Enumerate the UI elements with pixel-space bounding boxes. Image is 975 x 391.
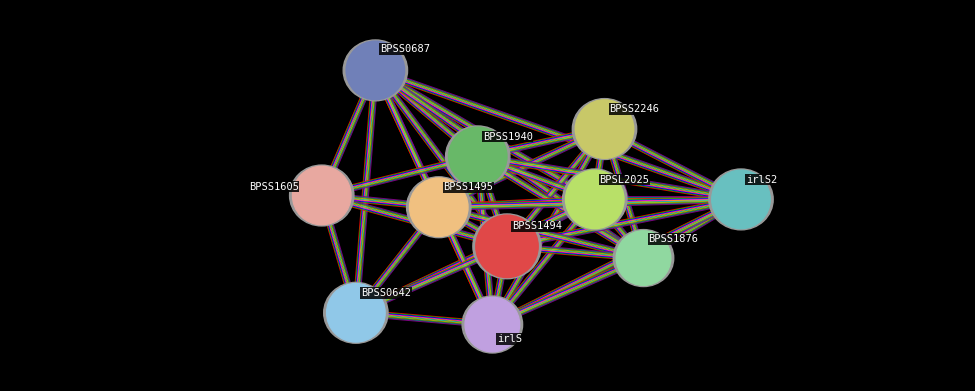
Ellipse shape (343, 40, 408, 101)
Ellipse shape (613, 230, 674, 287)
Ellipse shape (572, 99, 637, 160)
Ellipse shape (476, 215, 538, 278)
Text: BPSS1494: BPSS1494 (512, 221, 562, 231)
Text: irlS2: irlS2 (746, 174, 777, 185)
Ellipse shape (575, 100, 634, 158)
Ellipse shape (566, 170, 624, 229)
Text: BPSS0687: BPSS0687 (380, 44, 430, 54)
Text: irlS: irlS (497, 334, 523, 344)
Text: BPSS1876: BPSS1876 (648, 234, 698, 244)
Text: BPSS2246: BPSS2246 (609, 104, 659, 114)
Ellipse shape (290, 165, 354, 226)
Text: BPSL2025: BPSL2025 (600, 174, 649, 185)
Ellipse shape (446, 126, 510, 187)
Text: BPSS1605: BPSS1605 (249, 181, 298, 192)
Ellipse shape (465, 297, 520, 352)
Ellipse shape (462, 296, 523, 353)
Ellipse shape (709, 169, 773, 230)
Text: BPSS1940: BPSS1940 (483, 131, 532, 142)
Ellipse shape (712, 170, 770, 229)
Ellipse shape (292, 166, 351, 225)
Ellipse shape (448, 127, 507, 186)
Ellipse shape (563, 169, 627, 230)
Ellipse shape (407, 177, 471, 238)
Ellipse shape (327, 283, 385, 342)
Text: BPSS0642: BPSS0642 (361, 288, 410, 298)
Ellipse shape (346, 41, 405, 100)
Ellipse shape (473, 214, 541, 279)
Ellipse shape (324, 282, 388, 343)
Text: BPSS1495: BPSS1495 (444, 182, 493, 192)
Ellipse shape (410, 178, 468, 237)
Ellipse shape (616, 231, 671, 285)
